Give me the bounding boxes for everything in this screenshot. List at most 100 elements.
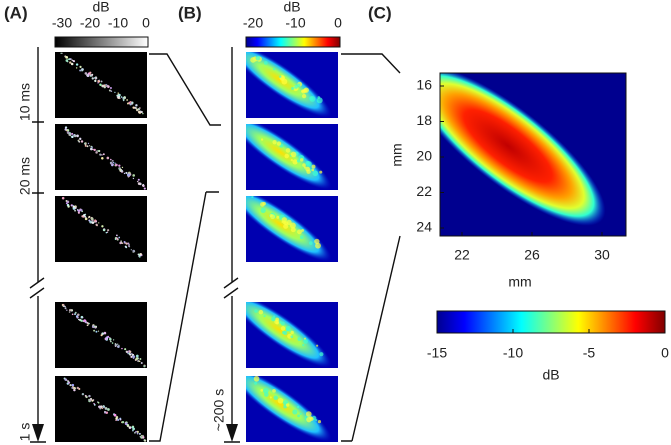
speckle bbox=[110, 340, 112, 343]
speckle bbox=[137, 178, 140, 181]
speckle bbox=[104, 337, 107, 341]
speckle bbox=[136, 432, 138, 435]
speckle bbox=[99, 83, 102, 86]
speckle bbox=[93, 77, 96, 79]
speckle bbox=[99, 153, 102, 156]
speckle bbox=[68, 58, 71, 61]
speckle bbox=[94, 326, 97, 329]
speckle bbox=[66, 309, 68, 311]
speckle bbox=[77, 313, 80, 317]
speckle bbox=[296, 405, 300, 409]
speckle bbox=[112, 163, 114, 165]
speckle bbox=[269, 213, 273, 218]
speckle bbox=[83, 214, 86, 217]
speckle bbox=[311, 168, 315, 172]
speckle bbox=[67, 381, 71, 384]
speckle bbox=[269, 396, 272, 399]
speckle bbox=[116, 418, 120, 422]
y-axis-label: mm bbox=[389, 143, 405, 166]
speckle bbox=[116, 94, 119, 97]
panel-label: (B) bbox=[178, 3, 202, 22]
colorbar-tick-label: -10 bbox=[503, 345, 523, 361]
speckle bbox=[84, 143, 87, 146]
speckle bbox=[105, 83, 107, 86]
speckle bbox=[106, 231, 109, 233]
speckle bbox=[139, 252, 142, 256]
speckle bbox=[116, 234, 118, 237]
speckle bbox=[314, 238, 320, 245]
speckle bbox=[80, 319, 83, 322]
speckle bbox=[65, 55, 69, 59]
speckle bbox=[284, 153, 290, 159]
speckle bbox=[110, 90, 113, 92]
speckle bbox=[77, 318, 80, 321]
speckle bbox=[109, 87, 112, 89]
speckle bbox=[95, 330, 98, 333]
x-tick-label: 22 bbox=[454, 247, 470, 263]
colorbar bbox=[436, 310, 666, 334]
speckle bbox=[126, 351, 129, 353]
speckle bbox=[292, 159, 298, 165]
speckle bbox=[131, 353, 133, 355]
speckle bbox=[291, 86, 295, 91]
speckle bbox=[126, 99, 129, 101]
time-label: 1 s bbox=[17, 423, 33, 442]
speckle bbox=[290, 158, 293, 162]
speckle bbox=[303, 166, 307, 169]
speckle bbox=[138, 253, 141, 255]
speckle bbox=[106, 156, 110, 160]
speckle bbox=[130, 355, 133, 358]
speckle bbox=[296, 159, 301, 163]
speckle bbox=[72, 207, 76, 210]
panel-label: (A) bbox=[4, 3, 28, 22]
y-tick-label: 18 bbox=[416, 112, 432, 128]
speckle bbox=[276, 215, 280, 219]
speckle bbox=[254, 381, 258, 385]
speckle bbox=[272, 315, 276, 318]
speckle bbox=[130, 249, 132, 251]
speckle bbox=[89, 73, 92, 76]
speckle bbox=[306, 416, 312, 423]
speckle bbox=[143, 187, 146, 190]
speckle bbox=[84, 215, 86, 218]
speckle bbox=[299, 412, 302, 415]
speckle bbox=[66, 379, 68, 381]
colorbar-tick-label: -10 bbox=[285, 15, 305, 31]
speckle bbox=[135, 104, 138, 107]
speckle bbox=[121, 166, 124, 169]
speckle bbox=[94, 79, 97, 83]
speckle bbox=[290, 335, 294, 339]
speckle bbox=[117, 92, 119, 94]
speckle bbox=[81, 316, 84, 319]
speckle bbox=[108, 89, 111, 92]
speckle bbox=[290, 330, 294, 335]
speckle bbox=[116, 343, 119, 345]
speckle bbox=[309, 241, 313, 245]
speckle bbox=[118, 164, 121, 167]
speckle bbox=[89, 71, 92, 74]
speckle bbox=[75, 315, 79, 318]
speckle bbox=[116, 237, 119, 240]
colorbar-tick-label: -20 bbox=[80, 15, 100, 31]
time-axis bbox=[223, 47, 240, 443]
speckle bbox=[107, 335, 110, 338]
speckle bbox=[283, 223, 289, 229]
speckle bbox=[123, 172, 126, 175]
speckle bbox=[136, 109, 139, 112]
speckle bbox=[113, 413, 117, 417]
speckle bbox=[297, 337, 302, 341]
speckle bbox=[136, 430, 139, 433]
speckle bbox=[120, 240, 122, 243]
speckle bbox=[78, 212, 80, 214]
speckle bbox=[129, 427, 132, 429]
speckle bbox=[104, 410, 106, 413]
speckle bbox=[97, 150, 100, 152]
speckle bbox=[138, 432, 141, 435]
speckle bbox=[303, 339, 308, 344]
speckle bbox=[110, 162, 113, 165]
speckle bbox=[143, 365, 146, 368]
speckle bbox=[97, 82, 99, 84]
speckle bbox=[114, 91, 116, 93]
speckle bbox=[285, 148, 291, 153]
speckle bbox=[317, 96, 321, 99]
